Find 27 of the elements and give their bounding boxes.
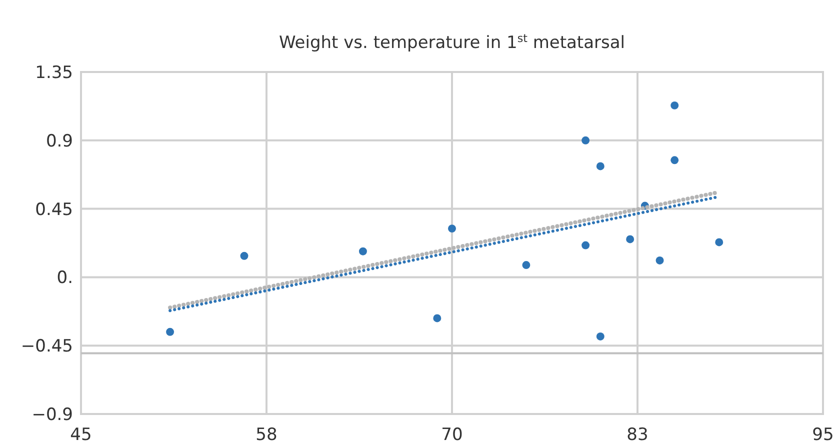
point <box>670 156 679 164</box>
x-tick-label: 95 <box>812 425 833 444</box>
point <box>656 256 664 264</box>
point <box>626 235 634 244</box>
y-tick-label: 0.9 <box>46 131 73 152</box>
x-tick-label: 70 <box>441 425 463 444</box>
y-tick-label: −0.45 <box>20 336 73 357</box>
point <box>596 332 604 340</box>
x-tick-label: 83 <box>626 425 648 444</box>
chart-title: Weight vs. temperature in 1$^{st}$ metatarsal <box>278 32 626 53</box>
y-tick-label: 1.35 <box>35 62 73 83</box>
point <box>358 247 367 256</box>
point <box>522 261 530 270</box>
x-tick-label: 58 <box>256 425 278 444</box>
point <box>448 224 456 233</box>
point <box>670 101 679 110</box>
y-tick-label: 0.45 <box>35 200 73 220</box>
point <box>582 136 590 144</box>
point <box>240 252 248 260</box>
x-tick-label: 45 <box>70 425 92 444</box>
y-tick-label: 0. <box>56 268 73 288</box>
point <box>582 241 590 250</box>
y-tick-label: −0.9 <box>32 404 73 425</box>
point <box>433 314 442 322</box>
point <box>166 328 174 336</box>
point <box>715 238 724 246</box>
point <box>596 162 604 170</box>
